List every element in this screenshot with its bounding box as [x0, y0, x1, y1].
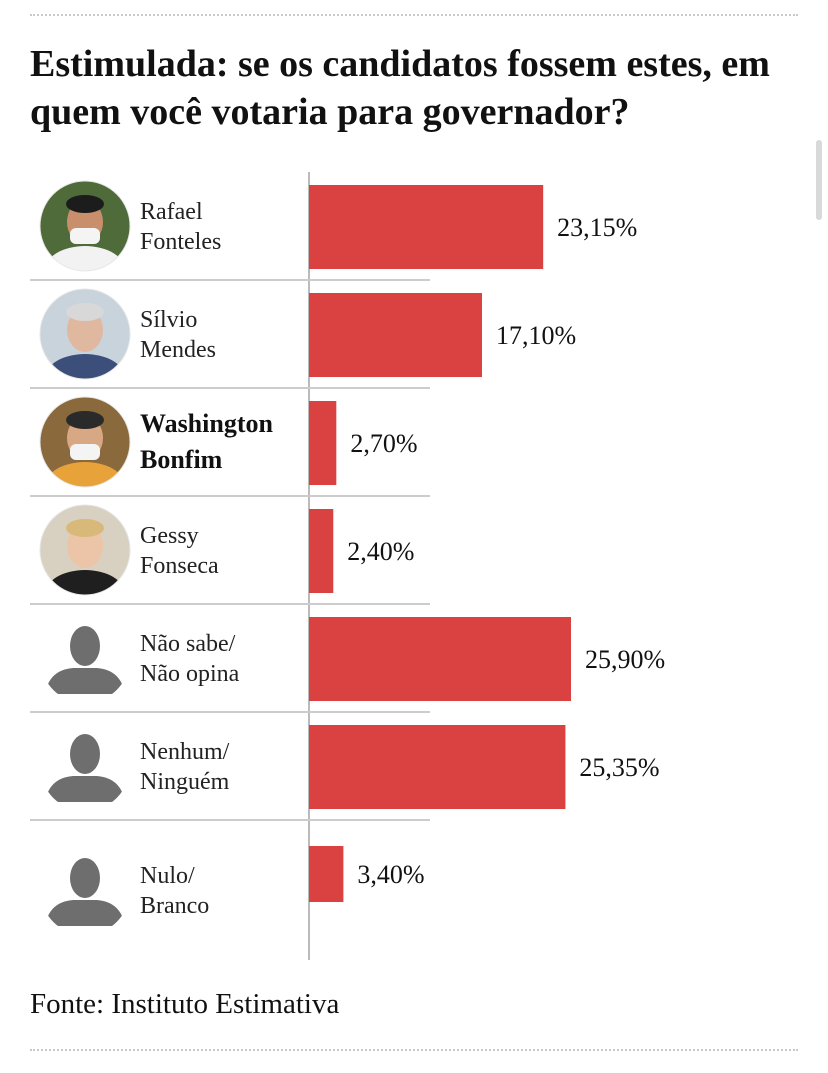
data-label: 2,40%: [347, 537, 414, 566]
bar-row: Nenhum/Ninguém 25,35%: [30, 721, 660, 821]
category-label-line: Nulo/: [140, 863, 195, 889]
bar: [309, 725, 566, 809]
category-label-line: Não sabe/: [140, 631, 236, 657]
category-label: Nenhum/Ninguém: [140, 739, 230, 795]
bar-row: Sílvio Mendes 17,10%: [30, 288, 576, 389]
category-label: Nulo/Branco: [140, 863, 209, 919]
category-label: Sílvio Mendes: [140, 307, 216, 363]
person-placeholder-icon: [40, 845, 130, 935]
category-label: Washington Bonfim: [140, 409, 273, 474]
source-note: Fonte: Instituto Estimativa: [30, 988, 340, 1020]
bar: [309, 293, 482, 377]
category-label-line: Fonteles: [140, 229, 221, 255]
data-label: 17,10%: [496, 321, 576, 350]
bar: [309, 617, 571, 701]
category-label: Gessy Fonseca: [140, 523, 219, 579]
chart-title: Estimulada: se os candidatos fossem este…: [30, 43, 770, 133]
bar: [309, 509, 334, 593]
category-label-line: Branco: [140, 893, 209, 919]
data-label: 25,35%: [579, 753, 659, 782]
bar: [309, 846, 344, 902]
bar-row: Rafael Fonteles 23,15%: [30, 180, 637, 281]
category-label-line: Rafael: [140, 199, 203, 225]
category-label-line: Gessy: [140, 523, 199, 549]
candidate-photo: [39, 504, 131, 596]
bar-row: Não sabe/Não opina 25,90%: [30, 613, 665, 713]
bar: [309, 185, 544, 269]
category-label: Não sabe/Não opina: [140, 631, 240, 687]
data-label: 23,15%: [557, 213, 637, 242]
candidate-photo: [39, 180, 131, 272]
top-divider: [30, 14, 798, 16]
person-placeholder-icon: [40, 721, 130, 811]
bar-row: Washington Bonfim 2,70%: [30, 396, 430, 497]
category-label-line: Mendes: [140, 337, 216, 363]
bar: [309, 401, 337, 485]
category-label: Rafael Fonteles: [140, 199, 221, 255]
candidate-photo: [39, 396, 131, 488]
bottom-divider: [30, 1049, 798, 1051]
scrollbar[interactable]: [816, 140, 822, 220]
person-placeholder-icon: [40, 613, 130, 703]
category-label-line: Sílvio: [140, 307, 197, 333]
category-label-line: Fonseca: [140, 553, 219, 579]
category-label-line: Não opina: [140, 661, 240, 687]
bar-row: Gessy Fonseca 2,40%: [30, 504, 430, 605]
bar-row: Nulo/Branco 3,40%: [40, 845, 425, 935]
data-label: 25,90%: [585, 645, 665, 674]
data-label: 3,40%: [357, 860, 424, 889]
data-label: 2,70%: [350, 429, 417, 458]
category-label-line: Bonfim: [140, 445, 223, 474]
candidate-photo: [39, 288, 131, 380]
category-label-line: Washington: [140, 409, 273, 438]
category-label-line: Ninguém: [140, 769, 230, 795]
category-label-line: Nenhum/: [140, 739, 230, 765]
